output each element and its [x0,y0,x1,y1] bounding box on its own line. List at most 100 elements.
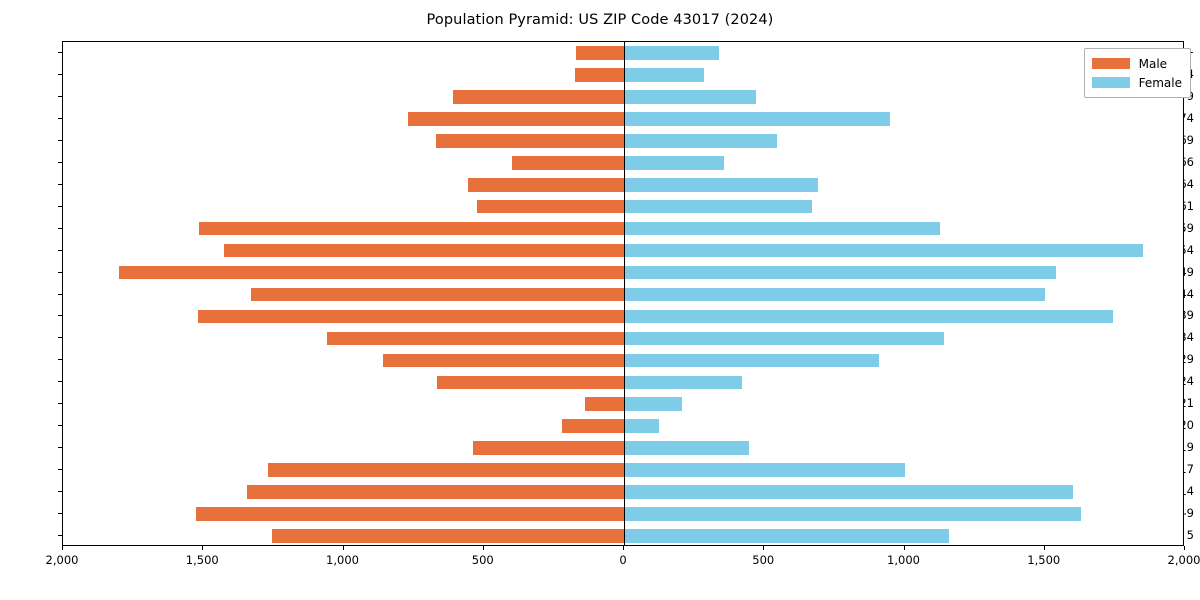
x-tick-mark [1043,546,1045,550]
bar-row [63,353,1183,368]
y-tick-mark [58,183,62,185]
bar-male[interactable] [562,419,624,434]
x-tick-mark [623,546,624,550]
x-tick-mark [1184,546,1185,550]
x-tick-label: 500 [752,553,775,567]
bar-female[interactable] [624,46,720,60]
bar-row [63,507,1183,521]
bar-female[interactable] [624,90,756,104]
x-tick-label: 1,000 [326,553,359,567]
bar-male[interactable] [437,375,624,390]
y-tick-mark [58,271,62,273]
bar-row [63,155,1183,170]
bar-row [63,46,1183,60]
bar-female[interactable] [624,397,682,412]
bar-male[interactable] [408,112,624,126]
bar-female[interactable] [624,419,660,434]
bar-row [63,529,1183,543]
bar-row [63,112,1183,126]
bar-male[interactable] [468,177,624,192]
x-tick-label: 1,500 [1027,553,1061,567]
bar-female[interactable] [624,375,742,390]
bar-male[interactable] [196,507,624,521]
bar-male[interactable] [476,199,624,214]
bar-female[interactable] [624,529,950,543]
bar-female[interactable] [624,199,812,214]
x-tick-mark [342,546,344,550]
legend-swatch-icon [1091,58,1130,69]
bar-female[interactable] [624,441,749,455]
bar-female[interactable] [624,331,944,346]
bar-row [63,199,1183,214]
bar-row [63,177,1183,192]
bar-male[interactable] [436,133,624,148]
x-tick-label: 0 [619,553,627,567]
bar-row [63,243,1183,258]
y-tick-mark [58,139,62,141]
y-tick-mark [58,403,62,405]
bar-male[interactable] [574,68,624,82]
bar-female[interactable] [624,309,1114,324]
bar-male[interactable] [511,155,624,170]
bar-male[interactable] [119,265,624,280]
legend-swatch-icon [1091,77,1130,88]
bar-female[interactable] [624,485,1073,499]
bar-row [63,221,1183,236]
bar-row [63,485,1183,499]
bar-female[interactable] [624,68,704,82]
bar-male[interactable] [224,243,624,258]
x-tick-mark [903,546,905,550]
bar-male[interactable] [584,397,624,412]
bar-row [63,265,1183,280]
bar-female[interactable] [624,265,1056,280]
y-tick-mark [58,227,62,229]
bar-female[interactable] [624,287,1045,302]
x-tick-label: 1,000 [887,553,920,567]
y-tick-mark [58,117,62,119]
x-tick-mark [482,546,484,550]
legend-item[interactable]: Female [1091,73,1182,92]
bar-female[interactable] [624,221,940,236]
bar-row [63,90,1183,104]
bar-female[interactable] [624,133,777,148]
bar-female[interactable] [624,112,891,126]
bar-male[interactable] [197,309,624,324]
x-tick-mark [202,546,204,550]
y-tick-mark [58,425,62,427]
y-tick-mark [58,535,62,537]
bar-female[interactable] [624,243,1143,258]
bar-male[interactable] [326,331,624,346]
y-tick-mark [58,447,62,449]
bar-male[interactable] [271,529,624,543]
x-tick-mark [62,546,63,550]
legend-label: Male [1138,56,1168,71]
bar-row [63,397,1183,412]
bar-female[interactable] [624,177,818,192]
bar-male[interactable] [246,485,624,499]
y-tick-mark [58,315,62,317]
bar-female[interactable] [624,507,1082,521]
bar-row [63,375,1183,390]
zero-axis-line [624,42,626,545]
bar-male[interactable] [199,221,624,236]
bars-container [63,42,1183,545]
bar-female[interactable] [624,463,905,477]
bar-male[interactable] [452,90,624,104]
y-tick-mark [58,513,62,515]
legend-item[interactable]: Male [1091,54,1182,73]
bar-male[interactable] [382,353,624,368]
y-tick-mark [58,337,62,339]
bar-row [63,287,1183,302]
bar-row [63,68,1183,82]
bar-female[interactable] [624,155,724,170]
y-tick-mark [58,359,62,361]
bar-male[interactable] [267,463,624,477]
bar-row [63,441,1183,455]
y-tick-mark [58,293,62,295]
y-tick-mark [58,469,62,471]
bar-male[interactable] [472,441,624,455]
bar-male[interactable] [250,287,624,302]
bar-male[interactable] [576,46,624,60]
y-tick-mark [58,249,62,251]
bar-female[interactable] [624,353,880,368]
